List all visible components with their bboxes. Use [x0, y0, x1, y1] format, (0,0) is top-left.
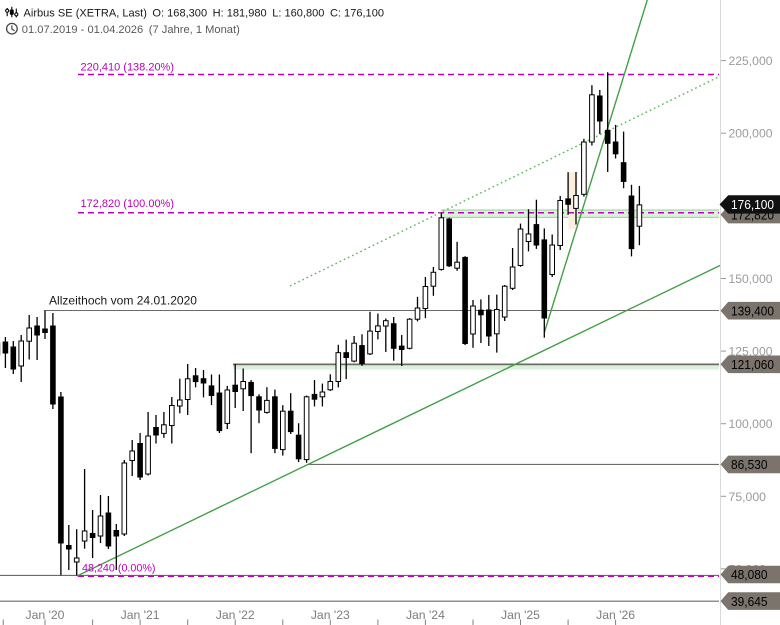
svg-text:225,000: 225,000: [729, 54, 773, 68]
svg-text:39,645: 39,645: [731, 594, 768, 609]
svg-text:100,000: 100,000: [729, 417, 773, 431]
svg-text:125,000: 125,000: [729, 345, 773, 359]
svg-text:Jan '22: Jan '22: [216, 608, 255, 622]
svg-text:150,000: 150,000: [729, 272, 773, 286]
svg-text:Jan '20: Jan '20: [26, 608, 65, 622]
svg-text:172,820 (100.00%): 172,820 (100.00%): [81, 198, 175, 210]
svg-text:220,410 (138.20%): 220,410 (138.20%): [81, 62, 175, 74]
svg-text:Airbus SE (XETRA, Last) O: 168: Airbus SE (XETRA, Last) O: 168,300 H: 18…: [24, 8, 385, 20]
svg-text:Jan '26: Jan '26: [596, 608, 635, 622]
svg-text:48,080: 48,080: [731, 567, 768, 582]
svg-text:01.07.2019 - 01.04.2026 (7 Jah: 01.07.2019 - 01.04.2026 (7 Jahre, 1 Mona…: [22, 24, 240, 36]
svg-text:75,000: 75,000: [729, 490, 767, 504]
svg-text:Jan '23: Jan '23: [311, 608, 350, 622]
svg-text:86,530: 86,530: [731, 457, 768, 472]
svg-text:200,000: 200,000: [729, 127, 773, 141]
svg-text:Jan '25: Jan '25: [501, 608, 540, 622]
svg-text:176,100: 176,100: [731, 197, 774, 212]
svg-text:Allzeithoch vom 24.01.2020: Allzeithoch vom 24.01.2020: [49, 293, 197, 307]
svg-text:Jan '24: Jan '24: [406, 608, 445, 622]
svg-text:48,240 (0.00%): 48,240 (0.00%): [82, 562, 156, 574]
svg-text:121,060: 121,060: [731, 357, 774, 372]
svg-text:139,400: 139,400: [731, 303, 774, 318]
svg-text:Jan '21: Jan '21: [121, 608, 160, 622]
